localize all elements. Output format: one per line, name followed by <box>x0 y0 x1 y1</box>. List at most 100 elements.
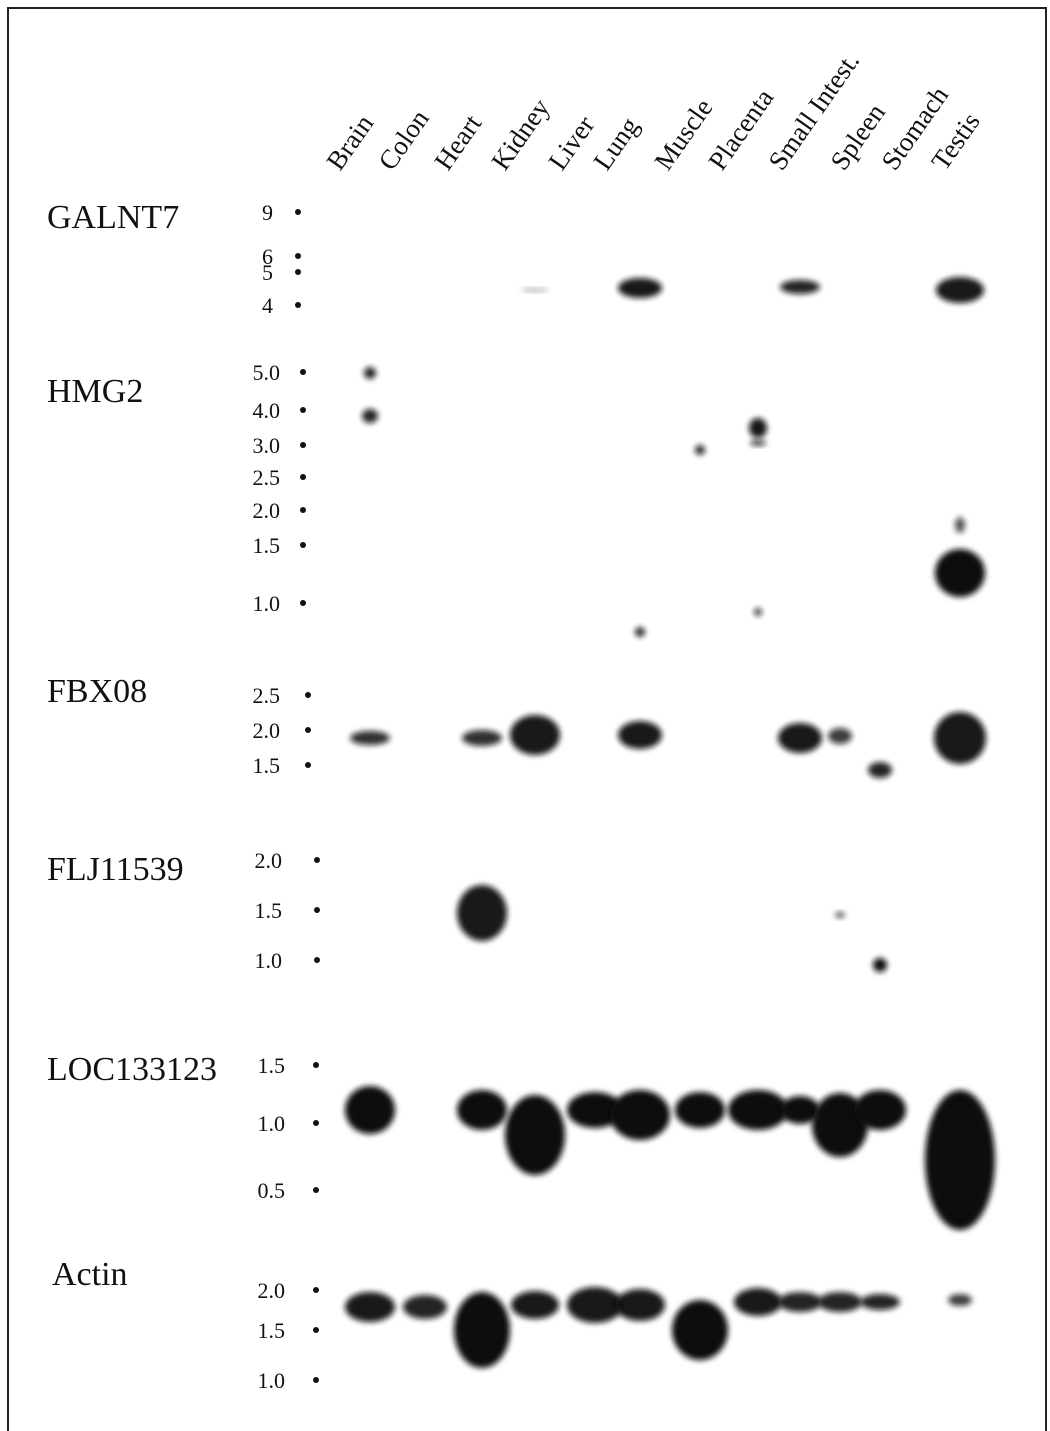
band <box>675 1092 725 1128</box>
probe-label: HMG2 <box>47 373 143 410</box>
band <box>618 721 662 749</box>
marker-size: 1.0 <box>255 948 283 973</box>
lane-label: Colon <box>372 104 435 176</box>
band <box>345 1086 395 1134</box>
marker-dot <box>313 1120 319 1126</box>
marker-size: 2.5 <box>253 683 281 708</box>
band <box>403 1295 447 1319</box>
band <box>364 367 376 379</box>
band <box>812 1093 868 1157</box>
probe-label: LOC133123 <box>47 1051 217 1088</box>
marker-size: 2.0 <box>253 498 281 523</box>
band <box>672 1300 728 1360</box>
band <box>754 608 762 616</box>
marker-dot <box>300 600 306 606</box>
band <box>511 1291 559 1319</box>
marker-size: 0.5 <box>258 1178 286 1203</box>
marker-dot <box>300 507 306 513</box>
marker-size: 3.0 <box>253 433 281 458</box>
marker-size: 4 <box>262 293 273 318</box>
band <box>457 1090 507 1130</box>
band <box>510 715 560 755</box>
band <box>749 418 767 438</box>
marker-dot <box>300 542 306 548</box>
band <box>778 1292 822 1312</box>
marker-dot <box>314 907 320 913</box>
band <box>955 517 965 533</box>
band <box>362 409 378 423</box>
band <box>948 1294 972 1306</box>
marker-dot <box>295 269 301 275</box>
marker-dot <box>313 1062 319 1068</box>
band <box>521 288 549 292</box>
marker-dot <box>313 1187 319 1193</box>
band <box>457 885 507 941</box>
band <box>818 1292 862 1312</box>
marker-dot <box>295 302 301 308</box>
marker-size: 5.0 <box>253 360 281 385</box>
band <box>350 731 390 745</box>
marker-dot <box>305 727 311 733</box>
band <box>728 1090 788 1130</box>
marker-size: 5 <box>262 260 273 285</box>
marker-size: 2.0 <box>253 718 281 743</box>
band <box>345 1292 395 1322</box>
band <box>750 440 766 446</box>
marker-dot <box>295 253 301 259</box>
marker-dot <box>300 369 306 375</box>
marker-size: 4.0 <box>253 398 281 423</box>
marker-dot <box>300 442 306 448</box>
band <box>835 912 845 918</box>
lane-label: Kidney <box>485 93 555 176</box>
marker-size: 1.0 <box>258 1111 286 1136</box>
lane-label: Brain <box>320 109 379 176</box>
lane-label: Lung <box>587 112 644 176</box>
marker-size: 9 <box>262 200 273 225</box>
probe-label: FLJ11539 <box>47 851 184 888</box>
marker-size: 6 <box>262 244 273 269</box>
marker-dot <box>300 407 306 413</box>
band <box>635 627 645 637</box>
band <box>936 277 984 303</box>
band <box>615 1289 665 1321</box>
band <box>505 1095 565 1175</box>
band <box>780 280 820 294</box>
band <box>854 1090 906 1130</box>
band <box>462 730 502 746</box>
marker-dot <box>305 762 311 768</box>
marker-size: 2.5 <box>253 465 281 490</box>
marker-dot <box>305 692 311 698</box>
marker-dot <box>313 1377 319 1383</box>
marker-size: 1.5 <box>255 898 283 923</box>
band <box>925 1090 995 1230</box>
marker-dot <box>313 1327 319 1333</box>
band <box>567 1092 623 1128</box>
band <box>873 958 887 972</box>
band <box>695 445 705 455</box>
band <box>618 278 662 298</box>
frame <box>7 7 1047 1431</box>
lane-label: Liver <box>542 110 600 175</box>
marker-size: 2.0 <box>255 848 283 873</box>
marker-size: 1.5 <box>258 1053 286 1078</box>
band <box>734 1288 782 1316</box>
marker-dot <box>295 209 301 215</box>
lane-label: Spleen <box>824 98 891 176</box>
marker-dot <box>313 1287 319 1293</box>
probe-label: Actin <box>52 1256 128 1293</box>
band <box>610 1090 670 1140</box>
band <box>860 1294 900 1310</box>
marker-size: 2.0 <box>258 1278 286 1303</box>
marker-size: 1.0 <box>258 1368 286 1393</box>
band <box>454 1292 510 1368</box>
band <box>934 712 986 764</box>
band <box>868 762 892 778</box>
band <box>780 1096 820 1124</box>
probe-label: GALNT7 <box>47 199 179 236</box>
lane-label: Heart <box>428 109 487 176</box>
band <box>828 728 852 744</box>
marker-size: 1.5 <box>253 533 281 558</box>
marker-dot <box>314 857 320 863</box>
marker-size: 1.5 <box>253 753 281 778</box>
